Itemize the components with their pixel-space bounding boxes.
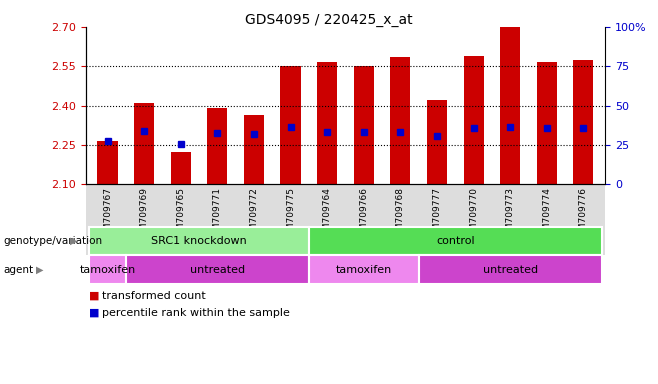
Text: ■: ■ <box>89 308 99 318</box>
Bar <box>573 60 594 184</box>
Bar <box>170 152 191 184</box>
Text: ■: ■ <box>89 291 99 301</box>
Bar <box>134 103 154 184</box>
Bar <box>244 115 264 184</box>
Text: genotype/variation: genotype/variation <box>3 236 103 246</box>
Text: ▶: ▶ <box>70 236 78 246</box>
Bar <box>354 66 374 184</box>
Text: untreated: untreated <box>190 265 245 275</box>
Text: GDS4095 / 220425_x_at: GDS4095 / 220425_x_at <box>245 13 413 27</box>
Text: percentile rank within the sample: percentile rank within the sample <box>102 308 290 318</box>
Bar <box>537 62 557 184</box>
Bar <box>280 66 301 184</box>
Text: control: control <box>436 236 474 246</box>
Text: SRC1 knockdown: SRC1 knockdown <box>151 236 247 246</box>
Bar <box>390 57 411 184</box>
Text: untreated: untreated <box>482 265 538 275</box>
Bar <box>463 56 484 184</box>
Text: transformed count: transformed count <box>102 291 206 301</box>
Bar <box>97 141 118 184</box>
Text: tamoxifen: tamoxifen <box>80 265 136 275</box>
Text: ▶: ▶ <box>36 265 43 275</box>
Bar <box>427 100 447 184</box>
Bar <box>500 27 520 184</box>
Bar <box>207 108 228 184</box>
Text: agent: agent <box>3 265 34 275</box>
Bar <box>317 62 337 184</box>
Text: tamoxifen: tamoxifen <box>336 265 392 275</box>
